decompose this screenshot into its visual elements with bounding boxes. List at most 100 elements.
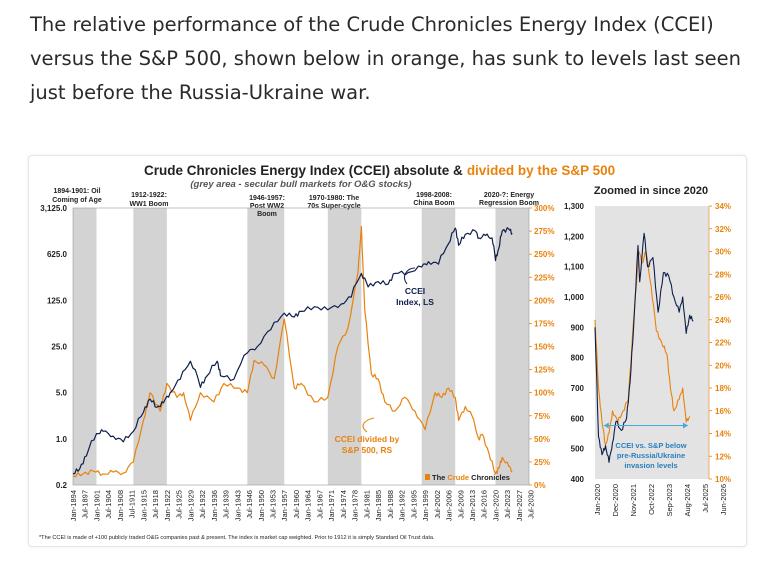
zoom-left-tick-label: 1,100 [564, 263, 585, 272]
right-axis-tick-label: 125% [534, 366, 554, 375]
x-axis-tick-label: Jan-1915 [139, 490, 148, 521]
x-axis-tick-label: Jan-1992 [398, 490, 407, 521]
zoom-right-tick-label: 32% [715, 225, 731, 234]
x-axis-tick-label: Jul-1967 [315, 490, 324, 519]
bull-market-label-line: WW1 Boom [130, 201, 169, 208]
x-axis-tick-label: Jan-1922 [163, 490, 172, 521]
watermark-word: The [432, 473, 447, 482]
bull-market-label: 1894-1901: Oil Coming of Age [52, 188, 102, 204]
zoom-right-tick-label: 14% [715, 430, 731, 439]
zoom-right-tick-label: 20% [715, 361, 731, 370]
chart-title-highlight: divided by the S&P 500 [467, 163, 615, 178]
right-axis-tick-label: 250% [534, 250, 554, 259]
x-axis-tick-label: Jul-2009 [456, 490, 465, 519]
main-chart: Crude Chronicles Energy Index (CCEI) abs… [39, 163, 615, 541]
bull-market-label: 1998-2008: China Boom [413, 192, 454, 207]
right-axis-tick-label: 225% [534, 273, 554, 282]
right-axis-tick-label: 175% [534, 319, 554, 328]
bull-market-label: 1970-1980: The 70s Super-cycle [307, 195, 360, 210]
bull-market-label: 1946-1957: Post WW2 Boom [249, 195, 285, 218]
left-axis-tick-label: 5.0 [56, 389, 68, 398]
zoom-arrow-head-left [603, 422, 609, 429]
zoom-right-tick-label: 28% [715, 270, 731, 279]
x-axis-tick-label: Jul-1988 [386, 490, 395, 519]
x-axis-tick-label: Jul-2023 [503, 490, 512, 519]
zoom-annotation-line: invasion levels [624, 461, 677, 470]
relative-label-arrow [362, 417, 375, 433]
zoom-bull-band [595, 206, 709, 479]
bull-market-label: 1912-1922: WW1 Boom [130, 192, 169, 208]
bull-market-label-line: 1912-1922: [131, 192, 167, 199]
x-axis-tick-label: Jan-2013 [468, 490, 477, 521]
zoom-x-tick-label: Nov-2021 [629, 484, 638, 517]
x-axis-tick-label: Jul-1974 [339, 490, 348, 519]
relative-series-label-line: CCEI divided by [335, 434, 400, 444]
bull-market-label: 2020-?: Energy Regression Boom [479, 192, 539, 207]
left-axis-tick-label: 3,125.0 [40, 204, 67, 213]
zoom-left-tick-label: 1,300 [564, 202, 585, 211]
bull-market-band [73, 208, 97, 485]
bull-market-band [495, 208, 529, 485]
right-axis-tick-label: 200% [534, 296, 554, 305]
zoom-left-tick-label: 500 [571, 445, 585, 454]
ccei-series-label-line: CCEI [405, 286, 425, 296]
bull-market-label-line: 1946-1957: [249, 195, 285, 202]
zoom-right-tick-label: 26% [715, 293, 731, 302]
bull-market-label-line: 1894-1901: Oil [53, 188, 100, 195]
right-axis-tick-label: 25% [534, 458, 550, 467]
x-axis-tick-label: Jan-1901 [92, 490, 101, 521]
bull-market-band [327, 208, 362, 485]
zoom-annotation-line: pre-Russia/Ukraine [617, 451, 685, 460]
zoom-left-tick-label: 700 [571, 384, 585, 393]
zoom-left-tick-label: 900 [571, 323, 585, 332]
right-axis-tick-label: 100% [534, 389, 554, 398]
zoom-right-tick-label: 16% [715, 407, 731, 416]
zoom-annotation: CCEI vs. S&P below pre-Russia/Ukraine inva… [615, 441, 686, 470]
ccei-series-label-line: Index, LS [396, 297, 434, 307]
bull-market-label-line: China Boom [413, 200, 454, 207]
right-axis-tick-label: 300% [534, 204, 554, 213]
zoom-left-tick-label: 400 [571, 475, 585, 484]
x-axis-tick-label: Jan-1936 [210, 490, 219, 521]
bull-market-band [247, 208, 285, 485]
left-axis-tick-label: 125.0 [47, 296, 68, 305]
bull-market-label-line: 70s Super-cycle [307, 203, 360, 210]
x-axis-tick-label: Jul-1897 [81, 490, 90, 519]
zoom-right-tick-label: 12% [715, 452, 731, 461]
bull-market-label-line: 1970-1980: The [309, 195, 359, 202]
x-axis-tick-label: Jan-1999 [421, 490, 430, 521]
chart-footnote: *The CCEI is made of +100 publicly trade… [39, 535, 435, 541]
zoom-arrow-head-right [682, 422, 688, 429]
watermark-word: Crude [447, 473, 469, 482]
relative-series-label: CCEI divided by S&P 500, RS [335, 434, 400, 455]
x-axis-tick-label: Jul-1932 [198, 490, 207, 519]
left-axis-tick-label: 1.0 [56, 435, 68, 444]
chart-title: Crude Chronicles Energy Index (CCEI) abs… [144, 163, 615, 178]
zoom-left-tick-label: 1,200 [564, 232, 585, 241]
zoom-x-tick-label: Aug-2024 [683, 484, 692, 517]
x-axis-tick-label: Jul-1995 [409, 490, 418, 519]
x-axis-tick-label: Jan-1985 [374, 490, 383, 521]
x-axis-tick-label: Jul-2016 [480, 490, 489, 519]
bull-market-label-line: 1998-2008: [416, 192, 452, 199]
x-axis-tick-label: Jul-1918 [151, 490, 160, 519]
x-axis-tick-label: Jan-1950 [257, 490, 266, 521]
zoom-right-tick-label: 22% [715, 339, 731, 348]
zoom-right-tick-label: 18% [715, 384, 731, 393]
x-axis-tick-label: Jan-2020 [491, 490, 500, 521]
zoom-x-tick-label: Sep-2023 [665, 484, 674, 517]
watermark-text: The Crude Chronicles [432, 473, 510, 482]
chart-subtitle: (grey area - secular bull markets for O&… [190, 179, 411, 190]
zoom-right-tick-label: 30% [715, 248, 731, 257]
x-axis-tick-label: Jan-2006 [445, 490, 454, 521]
x-axis-tick-label: Jul-1981 [362, 490, 371, 519]
zoom-x-tick-label: Jan-2020 [593, 484, 602, 515]
chart-card: Crude Chronicles Energy Index (CCEI) abs… [28, 155, 747, 547]
x-axis-tick-label: Jan-1957 [280, 490, 289, 521]
zoom-left-tick-label: 600 [571, 414, 585, 423]
left-axis-tick-label: 625.0 [47, 250, 68, 259]
watermark-logo-mark [425, 474, 430, 480]
x-axis-tick-label: Jan-1908 [116, 490, 125, 521]
chart-figure: Crude Chronicles Energy Index (CCEI) abs… [39, 163, 731, 541]
zoom-x-tick-label: Oct-2022 [647, 484, 656, 515]
